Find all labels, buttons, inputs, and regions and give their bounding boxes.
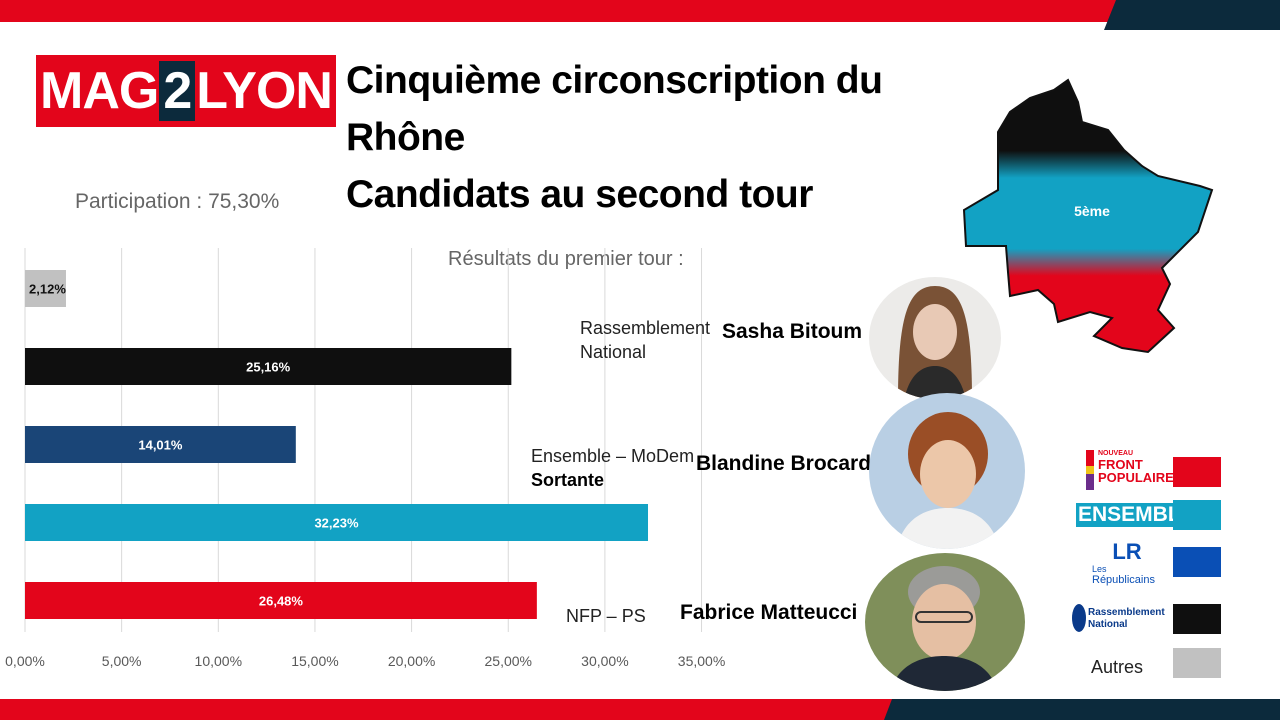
results-label: Résultats du premier tour : <box>448 248 684 270</box>
logo-text-mid: 2 <box>159 61 196 121</box>
candidate-2-party: Ensemble – MoDem Sortante <box>531 444 694 492</box>
district-map-shape <box>962 78 1214 354</box>
legend-swatch-lr <box>1173 547 1221 577</box>
legend-swatch-autres <box>1173 648 1221 678</box>
bar <box>25 582 537 619</box>
legend-nfp-line1: NOUVEAU <box>1098 450 1134 457</box>
x-tick-label: 5,00% <box>102 653 142 669</box>
legend-swatch-ensemble <box>1173 500 1221 530</box>
legend-swatch-nfp <box>1173 457 1221 487</box>
candidate-3-party: NFP – PS <box>566 604 646 628</box>
candidate-2-party-line2: Sortante <box>531 470 605 490</box>
top-navy-band <box>1104 0 1280 30</box>
legend-rn-line1: Rassemblement <box>1088 607 1165 618</box>
top-red-band <box>0 0 1120 22</box>
logo-text-right: LYON <box>196 62 333 120</box>
x-tick-label: 35,00% <box>678 653 725 669</box>
legend-nfp-line2: FRONT <box>1098 457 1143 472</box>
legend-lr-mark: LR <box>1112 539 1142 564</box>
candidate-2-photo <box>869 393 1025 549</box>
results-bar-chart: 2,12% 25,16% 14,01% 32,23% 26,48% 0,00% 5,00%… <box>5 248 725 669</box>
district-map: 5ème <box>962 78 1214 354</box>
bar-value-label: 26,48% <box>259 594 304 609</box>
x-tick-label: 25,00% <box>485 653 532 669</box>
legend-label-autres: Autres <box>1091 657 1144 677</box>
bar-value-label: 32,23% <box>314 516 359 531</box>
title-line-1: Cinquième circonscription du <box>346 59 883 102</box>
candidate-1-party-line1: Rassemblement <box>580 318 711 338</box>
page-title: Cinquième circonscription du Rhône Candi… <box>346 52 906 223</box>
x-tick-label: 0,00% <box>5 653 45 669</box>
legend-lr-line3: Républicains <box>1092 574 1155 586</box>
candidate-1-photo <box>869 277 1001 399</box>
x-tick-label: 30,00% <box>581 653 628 669</box>
bar <box>25 504 649 541</box>
participation-text: Participation : 75,30% <box>75 190 280 213</box>
bar-value-label: 2,12% <box>29 282 66 297</box>
candidate-2-name: Blandine Brocard <box>696 452 872 475</box>
legend-logo-ensemble: ENSEMBLE <box>1076 503 1197 527</box>
legend-nfp-line3: POPULAIRE <box>1098 470 1174 485</box>
candidate-3-name: Fabrice Matteucci <box>680 601 858 624</box>
legend-swatch-rn <box>1173 604 1221 634</box>
bar <box>25 426 296 463</box>
bottom-navy-band <box>884 699 1280 720</box>
bar <box>25 348 512 385</box>
bar-value-label: 25,16% <box>246 360 291 375</box>
candidate-1-party-line2: National <box>580 342 647 362</box>
legend-lr-line2: Les <box>1092 564 1107 574</box>
legend-logo-lr: LR Les Républicains <box>1092 539 1162 587</box>
candidate-1-party: Rassemblement National <box>580 316 710 364</box>
title-line-2: Rhône <box>346 116 465 159</box>
candidate-3-party-line1: NFP – PS <box>566 606 646 626</box>
chart-x-ticks: 0,00% 5,00% 10,00% 15,00% 20,00% 25,00% 30,00%… <box>5 653 725 669</box>
x-tick-label: 20,00% <box>388 653 435 669</box>
mag2lyon-logo[interactable]: MAG 2 LYON <box>36 55 336 127</box>
x-tick-label: 10,00% <box>195 653 242 669</box>
candidate-2-party-line1: Ensemble – MoDem <box>531 446 695 466</box>
x-tick-label: 15,00% <box>291 653 338 669</box>
district-map-label: 5ème <box>1074 203 1110 219</box>
candidate-1-name: Sasha Bitoum <box>722 320 863 343</box>
bottom-red-band <box>0 699 900 720</box>
title-line-3: Candidats au second tour <box>346 173 813 216</box>
bar-value-label: 14,01% <box>138 438 183 453</box>
candidate-3-photo <box>865 553 1025 691</box>
bar <box>25 270 66 307</box>
logo-text-left: MAG <box>40 62 159 120</box>
chart-bars: 2,12% 25,16% 14,01% 32,23% 26,48% <box>25 270 649 619</box>
legend-rn-line2: National <box>1088 619 1128 630</box>
